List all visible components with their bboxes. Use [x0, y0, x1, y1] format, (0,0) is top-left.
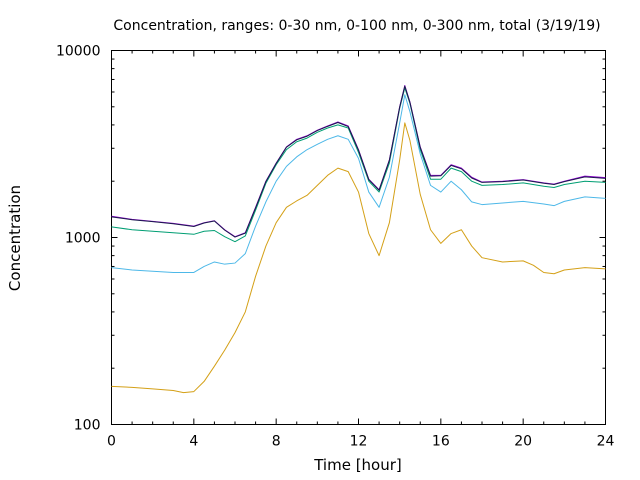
series-layer: [111, 84, 606, 394]
y-axis-label: Concentration: [6, 185, 24, 291]
x-tick-label: 20: [514, 434, 532, 450]
plot-area: [111, 50, 606, 425]
series-line-3: [111, 87, 606, 243]
x-tick-label: 8: [272, 434, 281, 450]
x-tick-label: 12: [350, 434, 368, 450]
y-axis: 100 1000 10000: [56, 44, 606, 434]
series-line-5: [111, 85, 606, 238]
x-axis: 0 4 8 12 16 20 24: [107, 50, 615, 450]
chart-title: Concentration, ranges: 0-30 nm, 0-100 nm…: [113, 18, 600, 34]
series-line-4: [111, 84, 606, 238]
x-tick-label: 0: [107, 434, 116, 450]
y-tick-label: 10000: [56, 44, 101, 60]
series-line-1: [111, 122, 606, 394]
x-axis-label: Time [hour]: [313, 456, 402, 474]
y-tick-label: 100: [74, 418, 101, 434]
y-tick-label: 1000: [65, 231, 101, 247]
x-tick-label: 24: [597, 434, 615, 450]
series-line-2: [111, 94, 606, 273]
x-tick-label: 4: [189, 434, 198, 450]
x-tick-label: 16: [432, 434, 450, 450]
